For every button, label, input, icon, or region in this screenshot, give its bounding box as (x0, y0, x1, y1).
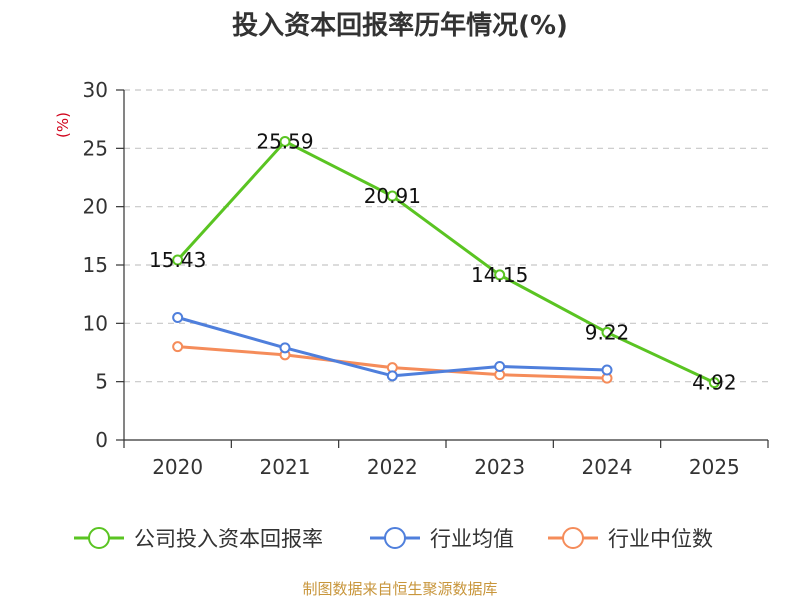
y-tick-label: 30 (83, 78, 108, 102)
data-label: 20.91 (364, 184, 421, 208)
x-tick-label: 2020 (152, 455, 203, 479)
legend-label: 行业中位数 (608, 527, 713, 551)
y-tick-label: 25 (83, 136, 108, 160)
x-tick-label: 2025 (689, 455, 740, 479)
x-tick-label: 2023 (474, 455, 525, 479)
data-point (386, 190, 398, 202)
data-label: 15.43 (149, 248, 206, 272)
y-axis-unit: (%) (54, 112, 72, 138)
gridlines (124, 89, 768, 383)
y-tick-label: 15 (83, 253, 108, 277)
y-axis-ticks: 0 5 10 15 20 25 30 (83, 78, 108, 452)
data-label: 14.15 (471, 263, 528, 287)
series-group (172, 135, 720, 389)
data-point (172, 254, 184, 266)
y-tick-label: 5 (95, 370, 108, 394)
x-tick-label: 2024 (582, 455, 633, 479)
data-point (494, 269, 506, 281)
data-label: 9.22 (585, 320, 630, 344)
legend-swatch-marker (384, 527, 406, 549)
source-note: 制图数据来自恒生聚源数据库 (302, 580, 497, 598)
x-tick-label: 2021 (260, 455, 311, 479)
data-point (279, 135, 291, 147)
data-point (494, 361, 506, 372)
data-label: 4.92 (692, 371, 737, 395)
legend: 公司投入资本回报率 行业均值 行业中位数 (74, 527, 713, 551)
data-point (601, 364, 613, 376)
y-tick-label: 10 (83, 311, 108, 335)
axes (116, 89, 769, 448)
legend-label: 公司投入资本回报率 (134, 527, 323, 551)
series-line-0 (176, 139, 715, 384)
data-point (279, 342, 291, 354)
x-axis-ticks: 2020 2021 2022 2023 2024 2025 (152, 455, 740, 479)
y-tick-label: 0 (95, 428, 108, 452)
legend-swatch-marker (562, 527, 584, 549)
data-point (172, 312, 184, 323)
y-tick-label: 20 (83, 195, 108, 219)
data-label: 25.59 (256, 129, 313, 153)
legend-swatch-marker (88, 527, 110, 549)
data-labels: 15.43 25.59 20.91 14.15 9.22 4.92 (149, 129, 737, 394)
data-point (601, 326, 613, 338)
legend-label: 行业均值 (430, 527, 514, 551)
data-point (172, 341, 184, 353)
x-tick-label: 2022 (367, 455, 418, 479)
chart-title: 投入资本回报率历年情况(%) (232, 10, 568, 41)
data-point (708, 377, 720, 389)
data-point (386, 370, 398, 382)
